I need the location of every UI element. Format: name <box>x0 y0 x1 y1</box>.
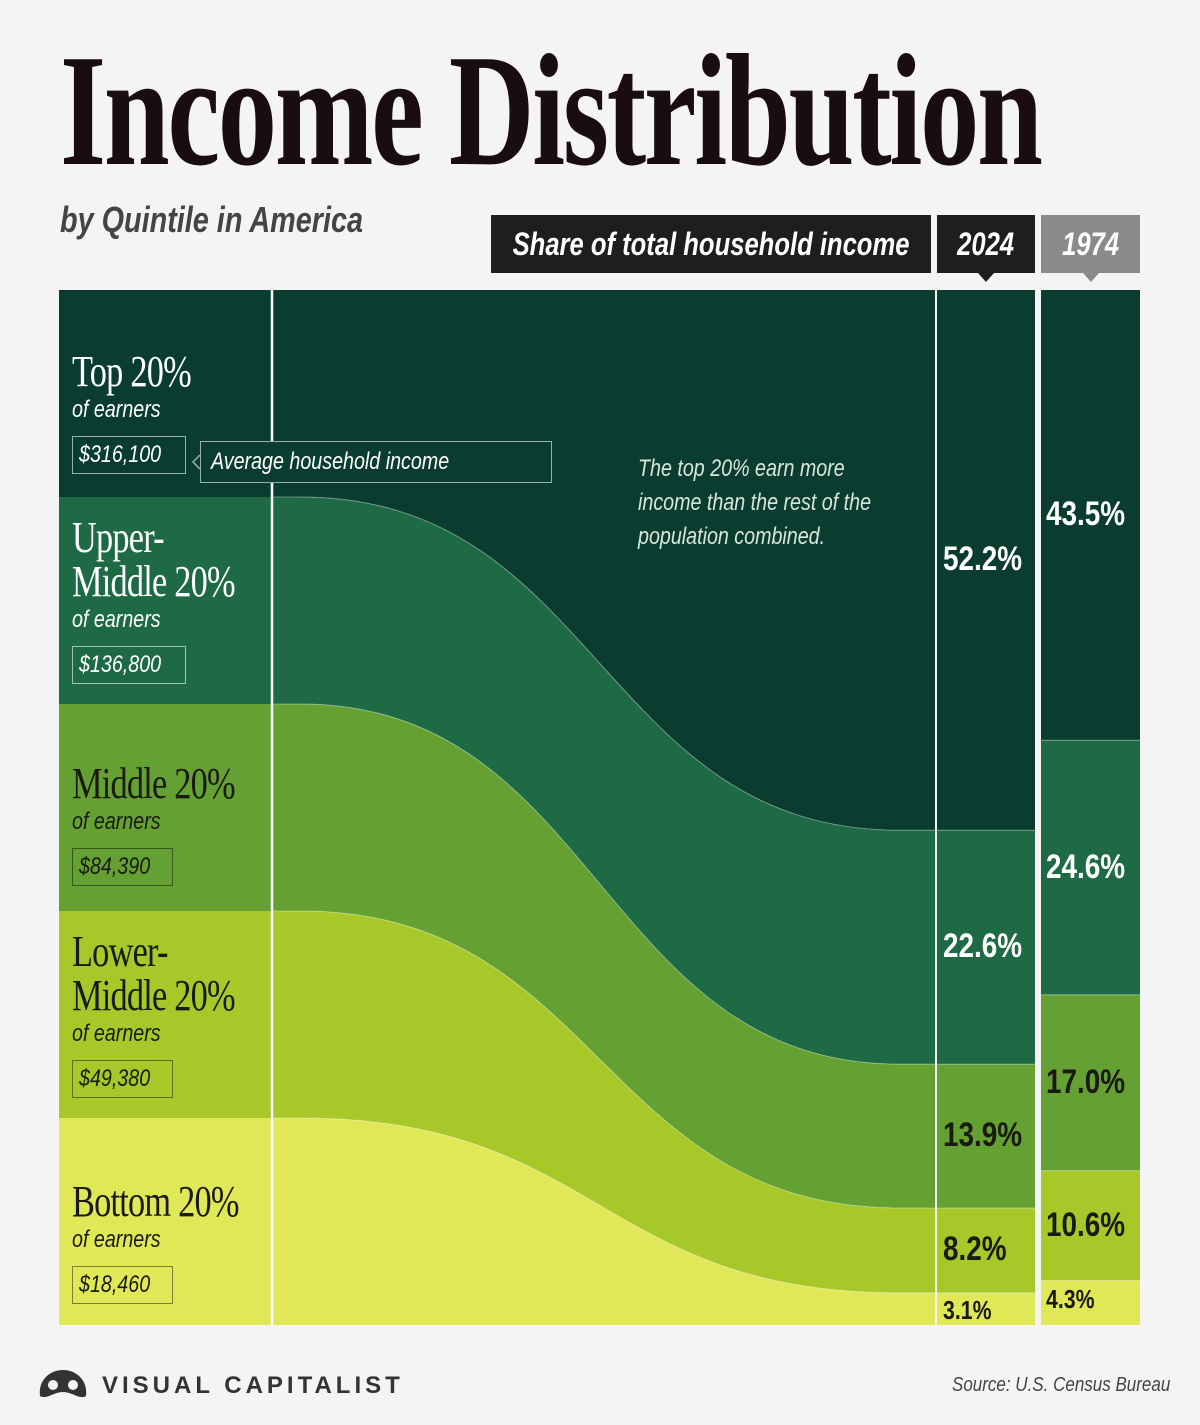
chart-title: Income Distribution <box>60 21 1043 199</box>
avg-income-box: $49,380 <box>72 1060 173 1098</box>
pct-2024-label: 52.2% <box>943 540 1023 579</box>
avg-income-callout: Average household income <box>200 441 552 483</box>
bar-1974 <box>1041 740 1140 995</box>
bar-1974 <box>1041 1170 1140 1281</box>
quintile-label-band <box>59 1118 271 1325</box>
flow-band <box>273 1118 935 1325</box>
avg-income-box: $136,800 <box>72 646 187 684</box>
pct-1974-label: 43.5% <box>1046 495 1126 534</box>
avg-income-box: $84,390 <box>72 848 173 886</box>
quintile-sub: of earners <box>72 396 161 423</box>
flow-band <box>273 704 935 1209</box>
pct-1974-label: 4.3% <box>1046 1284 1095 1315</box>
bar-2024 <box>937 1064 1035 1209</box>
avg-income-value: $136,800 <box>79 651 162 678</box>
flow-band <box>273 911 935 1293</box>
callout-arrow-icon <box>191 454 201 470</box>
share-header-label: Share of total household income <box>512 225 910 262</box>
flow-boundary <box>273 703 935 1065</box>
quintile-label: Lower-Middle 20% of earners $49,380 <box>72 930 307 1098</box>
flow-boundary <box>273 496 935 831</box>
quintile-label: Top 20% of earners $316,100 <box>72 350 224 474</box>
quintile-label-band <box>59 704 271 911</box>
pct-2024-label: 8.2% <box>943 1230 1007 1269</box>
arrow-down-icon <box>978 273 994 282</box>
quintile-label: Upper-Middle 20% of earners $136,800 <box>72 516 307 684</box>
quintile-name: Middle 20% <box>72 759 236 808</box>
pct-2024-label: 13.9% <box>943 1116 1023 1155</box>
pct-1974-label: 10.6% <box>1046 1205 1126 1244</box>
avg-income-box: $18,460 <box>72 1266 173 1304</box>
quintile-sub: of earners <box>72 808 161 835</box>
quintile-label: Middle 20% of earners $84,390 <box>72 762 281 886</box>
avg-income-value: $18,460 <box>79 1271 151 1298</box>
year-1974-header: 1974 <box>1041 215 1140 282</box>
quintile-label-band <box>59 497 271 704</box>
avg-income-value: $316,100 <box>79 441 162 468</box>
quintile-name: Bottom 20% <box>72 1177 239 1226</box>
bar-1974 <box>1041 290 1140 741</box>
pct-1974-label: 24.6% <box>1046 847 1126 886</box>
flow-band <box>273 497 935 1065</box>
bar-2024 <box>937 830 1035 1065</box>
flow-boundary <box>273 910 935 1209</box>
quintile-sub: of earners <box>72 1020 161 1047</box>
pct-2024-label: 22.6% <box>943 927 1023 966</box>
bar-1974 <box>1041 1280 1140 1325</box>
pct-2024-label: 3.1% <box>943 1294 992 1325</box>
flow-boundary <box>273 1117 935 1294</box>
quintile-name: Upper-Middle 20% <box>72 513 236 606</box>
avg-income-value: $84,390 <box>79 853 151 880</box>
quintile-name: Lower-Middle 20% <box>72 927 236 1020</box>
quintile-name: Top 20% <box>72 347 192 396</box>
quintile-sub: of earners <box>72 606 161 633</box>
visual-capitalist-logo-icon <box>39 1370 87 1398</box>
brand-name: VISUAL CAPITALIST <box>102 1372 404 1399</box>
avg-income-box: $316,100 <box>72 436 187 474</box>
year-2024-header: 2024 <box>937 215 1035 282</box>
share-header: Share of total household income <box>491 215 931 273</box>
bar-2024 <box>937 1292 1035 1325</box>
source-text: Source: U.S. Census Bureau <box>952 1374 1171 1396</box>
arrow-down-icon <box>1082 273 1099 282</box>
year-2024-label: 2024 <box>957 225 1015 262</box>
bar-1974 <box>1041 994 1140 1171</box>
avg-income-label: Average household income <box>211 448 450 475</box>
quintile-sub: of earners <box>72 1226 161 1253</box>
avg-income-value: $49,380 <box>79 1065 151 1092</box>
annotation-text: The top 20% earn more income than the re… <box>638 455 872 550</box>
bar-2024 <box>937 1208 1035 1293</box>
year-1974-label: 1974 <box>1062 225 1119 262</box>
quintile-label-band <box>59 911 271 1118</box>
flow-band <box>273 290 935 831</box>
chart-subtitle: by Quintile in America <box>60 199 364 240</box>
bar-2024 <box>937 290 1035 831</box>
pct-1974-label: 17.0% <box>1046 1062 1126 1101</box>
quintile-label: Bottom 20% of earners $18,460 <box>72 1180 286 1304</box>
